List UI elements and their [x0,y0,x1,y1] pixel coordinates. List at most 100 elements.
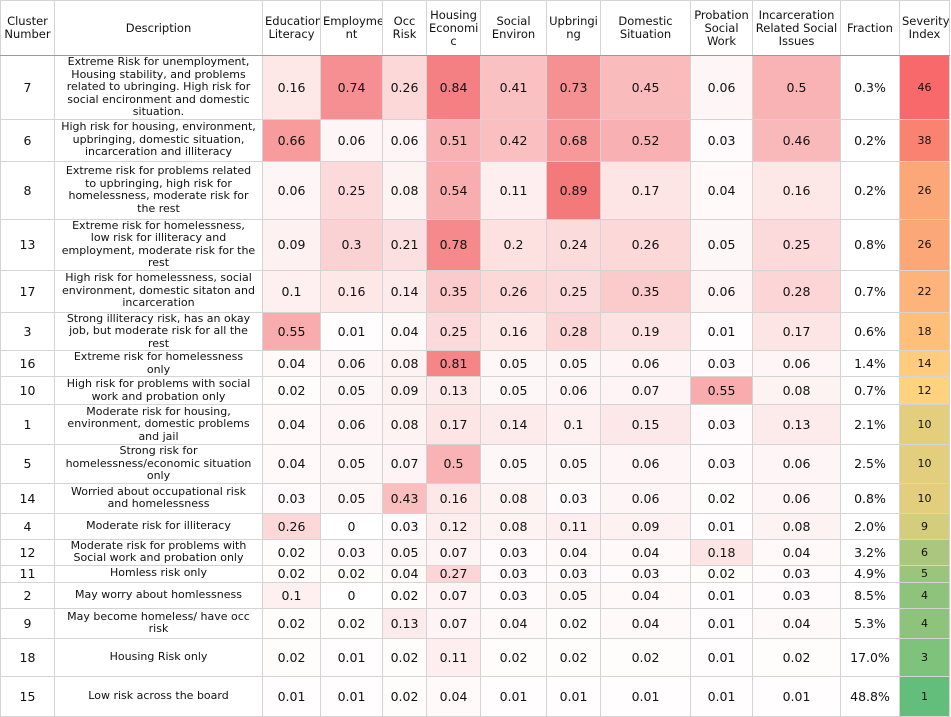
fraction-cell: 0.7% [840,376,900,405]
heat-cell-housing-economi-c: 0.17 [426,404,481,445]
heat-cell-occ-risk: 0.08 [382,160,427,220]
heat-cell-social-environ: 0.04 [480,607,547,639]
heat-cell-occ-risk: 0.43 [382,482,427,514]
description-cell: Moderate risk for housing, environment, … [54,404,263,445]
severity-index-cell: 5 [899,564,950,583]
heat-cell-occ-risk: 0.02 [382,637,427,677]
heat-cell-housing-economi-c: 0.25 [426,311,481,351]
table-row: 6 High risk for housing, environment, upb… [0,118,950,162]
severity-index-cell: 4 [899,581,950,609]
cluster-number-cell: 15 [0,675,55,717]
heat-cell-social-environ: 0.11 [480,160,547,220]
table-body: 7 Extreme Risk for unemployment, Housing … [0,55,950,717]
heat-cell-social-environ: 0.03 [480,538,547,566]
heat-cell-housing-economi-c: 0.84 [426,55,481,120]
heat-cell-incarceration-related-social-issues: 0.13 [752,404,841,445]
severity-index-cell: 14 [899,350,950,377]
heat-cell-social-environ: 0.05 [480,444,547,484]
severity-index-cell: 46 [899,55,950,120]
heat-cell-probation-social-work: 0.02 [690,482,753,514]
heat-cell-social-environ: 0.14 [480,404,547,445]
heat-cell-probation-social-work: 0.03 [690,118,753,162]
heat-cell-occ-risk: 0.21 [382,218,427,271]
cluster-number-cell: 4 [0,512,55,540]
fraction-cell: 0.2% [840,118,900,162]
heat-cell-upbringi-ng: 0.05 [546,581,601,609]
description-cell: Extreme Risk for unemployment, Housing s… [54,55,263,120]
heat-cell-incarceration-related-social-issues: 0.01 [752,675,841,717]
cluster-number-cell: 14 [0,482,55,514]
heat-cell-education-literacy: 0.66 [262,118,321,162]
header-row: Cluster Number Description Education Liter… [0,0,950,56]
heat-cell-social-environ: 0.16 [480,311,547,351]
heat-cell-occ-risk: 0.08 [382,404,427,445]
heat-cell-domestic-situation: 0.06 [600,444,691,484]
heat-cell-occ-risk: 0.03 [382,512,427,540]
severity-index-cell: 26 [899,160,950,220]
fraction-cell: 3.2% [840,538,900,566]
heat-cell-occ-risk: 0.13 [382,607,427,639]
heat-cell-probation-social-work: 0.03 [690,404,753,445]
description-cell: High risk for homelessness, social envir… [54,269,263,313]
heat-cell-incarceration-related-social-issues: 0.03 [752,564,841,583]
cluster-number-cell: 7 [0,55,55,120]
column-header-upbringi-ng: Upbringi ng [546,0,601,56]
fraction-cell: 0.3% [840,55,900,120]
heat-cell-incarceration-related-social-issues: 0.17 [752,311,841,351]
heat-cell-employme-nt: 0.05 [320,482,383,514]
heat-cell-housing-economi-c: 0.35 [426,269,481,313]
heat-cell-education-literacy: 0.02 [262,607,321,639]
heat-cell-housing-economi-c: 0.07 [426,538,481,566]
heat-cell-employme-nt: 0.01 [320,311,383,351]
heat-cell-employme-nt: 0.01 [320,675,383,717]
heat-cell-housing-economi-c: 0.07 [426,581,481,609]
heat-cell-education-literacy: 0.02 [262,637,321,677]
heat-cell-incarceration-related-social-issues: 0.08 [752,512,841,540]
heat-cell-employme-nt: 0 [320,581,383,609]
heat-cell-housing-economi-c: 0.5 [426,444,481,484]
heat-cell-probation-social-work: 0.06 [690,269,753,313]
heat-cell-employme-nt: 0.06 [320,118,383,162]
cluster-number-cell: 13 [0,218,55,271]
heat-cell-housing-economi-c: 0.04 [426,675,481,717]
heat-cell-social-environ: 0.02 [480,637,547,677]
heat-cell-domestic-situation: 0.35 [600,269,691,313]
heat-cell-incarceration-related-social-issues: 0.16 [752,160,841,220]
heat-cell-incarceration-related-social-issues: 0.06 [752,444,841,484]
heat-cell-upbringi-ng: 0.04 [546,538,601,566]
heat-cell-social-environ: 0.01 [480,675,547,717]
heat-cell-upbringi-ng: 0.01 [546,675,601,717]
table-row: 2 May worry about homlessness 0.1 0 0.02 0.07… [0,581,950,609]
heat-cell-upbringi-ng: 0.28 [546,311,601,351]
heat-cell-social-environ: 0.41 [480,55,547,120]
fraction-cell: 0.2% [840,160,900,220]
heat-cell-domestic-situation: 0.04 [600,538,691,566]
table-row: 1 Moderate risk for housing, environment,… [0,404,950,445]
heat-cell-upbringi-ng: 0.06 [546,376,601,405]
description-cell: May worry about homlessness [54,581,263,609]
column-header-social-environ: Social Environ [480,0,547,56]
heat-cell-social-environ: 0.03 [480,581,547,609]
fraction-cell: 2.1% [840,404,900,445]
column-header-severity-index: Severity Index [899,0,950,56]
heat-cell-upbringi-ng: 0.1 [546,404,601,445]
cluster-number-cell: 11 [0,564,55,583]
column-header-housing-economi-c: Housing Economi c [426,0,481,56]
heat-cell-probation-social-work: 0.05 [690,218,753,271]
heat-cell-probation-social-work: 0.03 [690,350,753,377]
table-row: 15 Low risk across the board 0.01 0.01 0.02 0… [0,675,950,717]
heat-cell-occ-risk: 0.02 [382,581,427,609]
heat-cell-domestic-situation: 0.26 [600,218,691,271]
cluster-number-cell: 10 [0,376,55,405]
heat-cell-social-environ: 0.2 [480,218,547,271]
cluster-number-cell: 18 [0,637,55,677]
heat-cell-incarceration-related-social-issues: 0.46 [752,118,841,162]
column-header-probation-social-work: Probation Social Work [690,0,753,56]
severity-index-cell: 1 [899,675,950,717]
heat-cell-domestic-situation: 0.06 [600,350,691,377]
table-row: 16 Extreme risk for homelessness only 0.04… [0,350,950,377]
column-header-occ-risk: Occ Risk [382,0,427,56]
heat-cell-domestic-situation: 0.04 [600,607,691,639]
heat-cell-domestic-situation: 0.04 [600,581,691,609]
heat-cell-occ-risk: 0.06 [382,118,427,162]
